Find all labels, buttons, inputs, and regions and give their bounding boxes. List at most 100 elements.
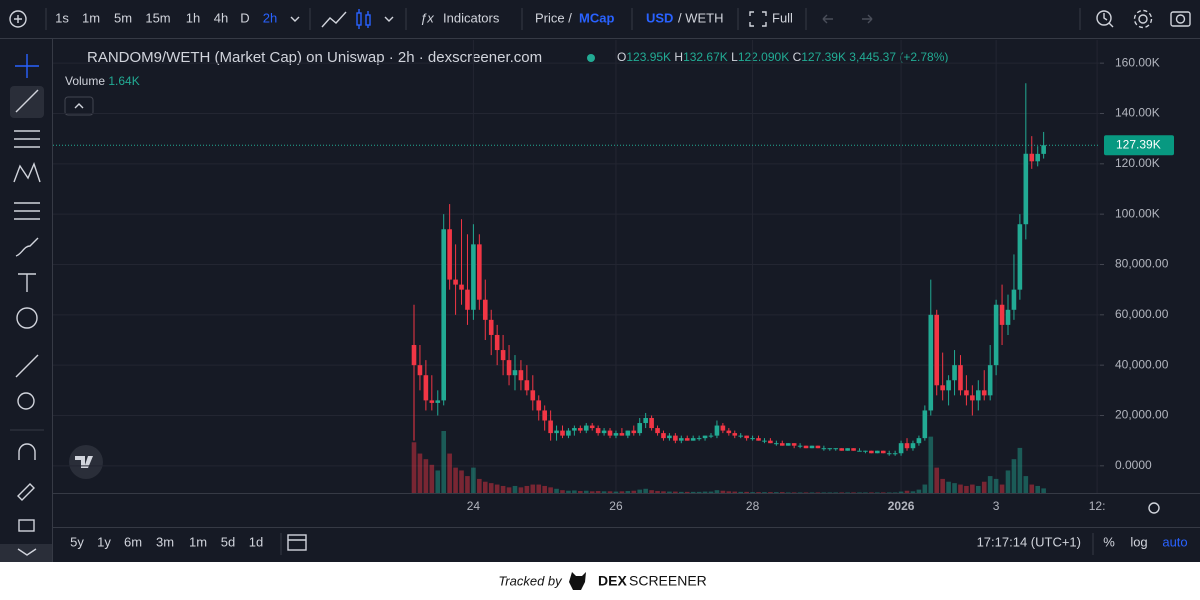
prediction-tool[interactable] (14, 202, 40, 220)
chart-type-candles[interactable] (356, 9, 371, 29)
timeframe-button[interactable]: 6m (124, 534, 142, 549)
scale-option[interactable]: log (1130, 534, 1147, 549)
volume-bar (1041, 488, 1046, 493)
emoji-tool[interactable] (16, 307, 38, 329)
y-tick-label: 140.00K (1115, 106, 1160, 120)
scale-option[interactable]: auto (1162, 534, 1187, 549)
redo-button[interactable] (862, 14, 873, 24)
volume-bar (738, 491, 743, 493)
candle-body (477, 244, 482, 300)
ruler-tool[interactable] (15, 354, 39, 378)
text-tool[interactable] (18, 273, 36, 292)
price-toggle[interactable]: Price / (535, 10, 572, 25)
symbol-title: RANDOM9/WETH (Market Cap) on Uniswap · 2… (87, 49, 542, 66)
o-value: 123.95K (626, 50, 671, 64)
interval-button[interactable]: 5m (114, 10, 132, 25)
volume-bar (572, 490, 577, 493)
volume-bar (1005, 470, 1011, 493)
volume-bar (732, 491, 738, 493)
settings-button[interactable] (1133, 9, 1153, 29)
interval-button[interactable]: 15m (145, 10, 170, 25)
interval-button[interactable]: 1h (186, 10, 200, 25)
indicators-icon[interactable]: ƒx (420, 10, 434, 25)
candle-body (904, 443, 910, 449)
timeframe-button[interactable]: 3m (156, 534, 174, 549)
brush-tool[interactable] (15, 237, 39, 257)
pattern-tool[interactable] (13, 162, 41, 183)
candle-body (453, 279, 458, 285)
x-tick-label: 3 (993, 499, 1000, 513)
h-value: 132.67K (683, 50, 728, 64)
interval-dropdown[interactable] (290, 16, 300, 22)
alert-button[interactable] (1096, 10, 1114, 28)
fullscreen-icon[interactable] (749, 11, 767, 27)
timeframe-button[interactable]: 5d (221, 534, 235, 549)
timeframe-button[interactable]: 1y (97, 534, 111, 549)
volume-bar (981, 481, 987, 493)
candle-body (928, 314, 934, 411)
footer (0, 562, 1200, 600)
fib-tool[interactable] (14, 130, 40, 148)
volume-bar (928, 436, 934, 493)
interval-button[interactable]: 4h (214, 10, 228, 25)
volume-bar (875, 492, 880, 493)
candle-body (815, 445, 821, 449)
usd-toggle[interactable]: USD (646, 10, 673, 25)
volume-bar (1011, 459, 1017, 493)
scale-option[interactable]: % (1103, 534, 1115, 549)
weth-toggle[interactable]: / WETH (678, 10, 724, 25)
ohlc-legend: O123.95K H132.67K L122.090K C127.39K 3,4… (617, 50, 948, 64)
tradingview-logo[interactable] (69, 445, 103, 479)
timeframe-button[interactable]: 1m (189, 534, 207, 549)
candle-body (667, 435, 672, 439)
axis-settings-button[interactable] (1148, 502, 1160, 514)
volume-bar (613, 491, 619, 493)
volume-bar (815, 492, 821, 493)
interval-button[interactable]: D (240, 10, 249, 25)
indicators-button[interactable]: Indicators (443, 10, 500, 25)
candle-body (821, 448, 827, 450)
interval-button[interactable]: 1s (55, 10, 69, 25)
active-tool-bg (10, 86, 44, 118)
trend-line-tool[interactable] (15, 89, 39, 113)
interval-button[interactable]: 2h (263, 10, 277, 25)
undo-button[interactable] (822, 14, 833, 24)
mcap-toggle[interactable]: MCap (579, 10, 614, 25)
more-tools[interactable] (0, 544, 52, 562)
candle-body (750, 438, 755, 440)
candle-body (524, 380, 530, 391)
volume-bar (779, 492, 785, 493)
zoom-tool[interactable] (17, 392, 35, 410)
magnet-tool[interactable] (18, 443, 36, 460)
candle-body (554, 430, 559, 434)
candle-body (833, 448, 839, 450)
chart-type-line[interactable] (321, 11, 347, 28)
lock-tool[interactable] (18, 519, 35, 532)
status-dot (587, 54, 595, 62)
candle-body (964, 390, 969, 396)
volume-bar (625, 491, 631, 493)
volume-bar (857, 492, 862, 493)
volume-bar (661, 491, 666, 493)
add-symbol-button[interactable] (9, 10, 27, 28)
date-range-button[interactable] (287, 534, 307, 551)
crosshair-tool[interactable] (15, 54, 39, 78)
chart-type-dropdown[interactable] (384, 16, 394, 22)
lock-draw-tool[interactable] (17, 483, 35, 501)
candle-body (542, 410, 547, 421)
volume-bar (720, 490, 726, 493)
last-price-label: 127.39K (1116, 137, 1161, 151)
collapse-legend-button[interactable] (64, 96, 94, 116)
l-label: L (731, 50, 738, 64)
fullscreen-button[interactable]: Full (772, 10, 793, 25)
interval-button[interactable]: 1m (82, 10, 100, 25)
candle-body (578, 428, 583, 431)
timeframe-button[interactable]: 1d (249, 534, 263, 549)
timeframe-button[interactable]: 5y (70, 534, 84, 549)
candle-body (993, 304, 999, 366)
candle-body (500, 350, 506, 361)
candle-body (583, 425, 589, 431)
screenshot-button[interactable] (1170, 11, 1191, 27)
volume-bar (958, 484, 963, 493)
